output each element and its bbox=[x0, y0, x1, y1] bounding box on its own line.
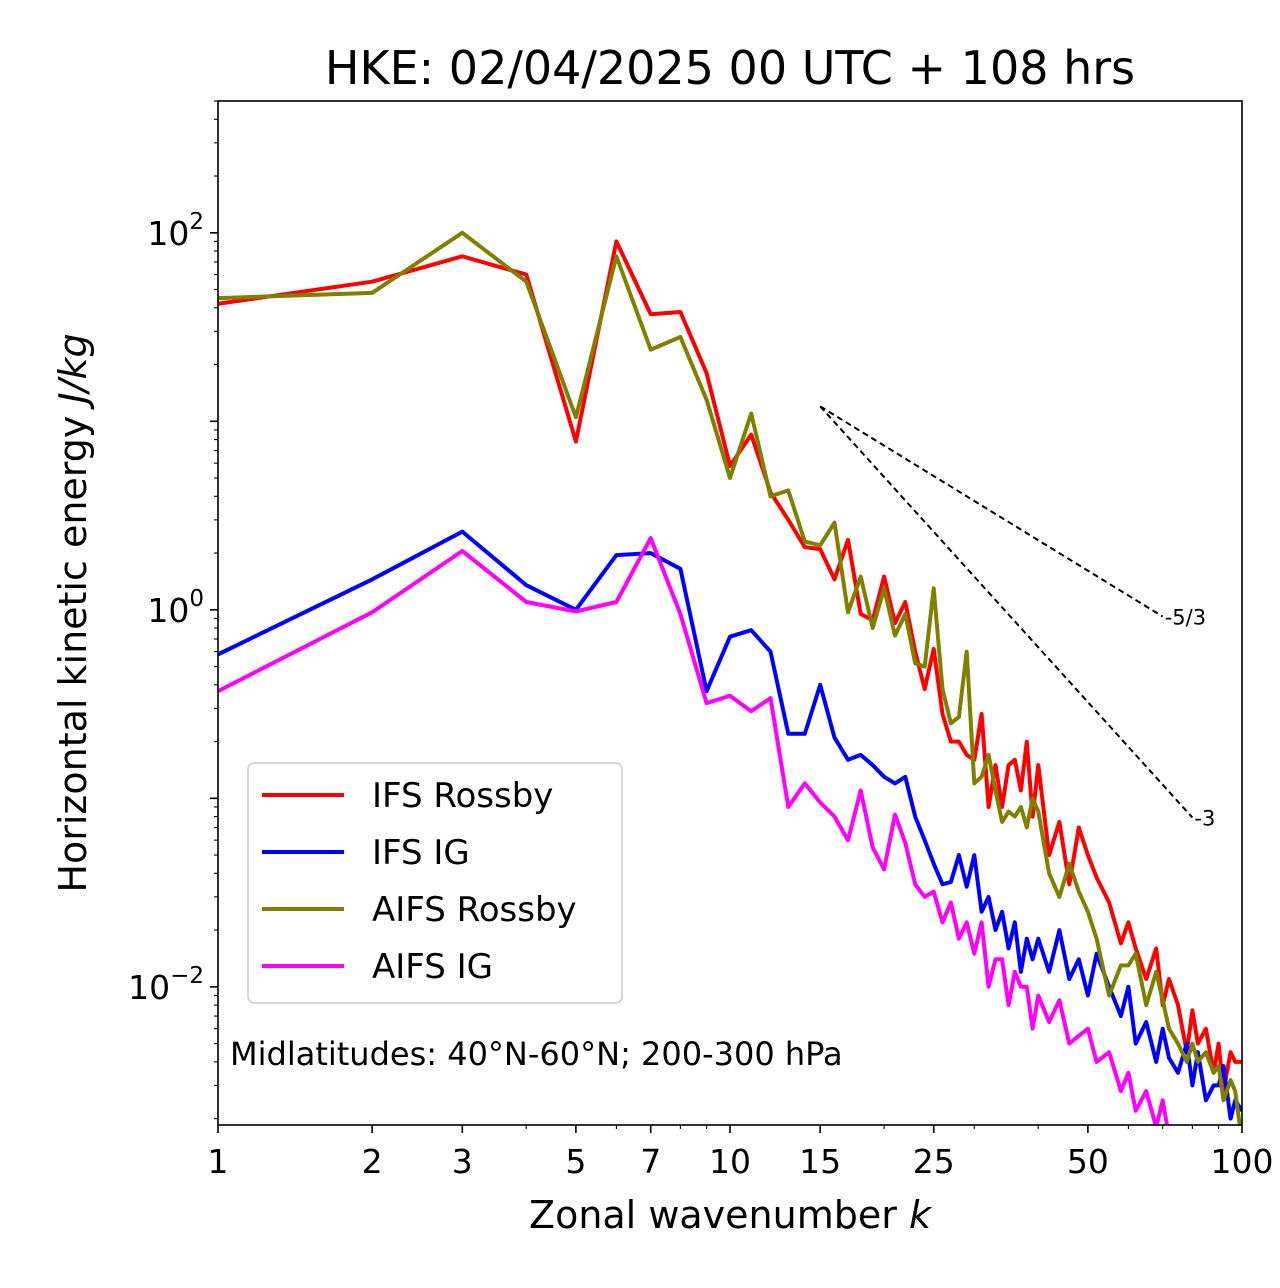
x-tick-label: 100 bbox=[1211, 1142, 1274, 1181]
x-tick-label: 1 bbox=[208, 1142, 229, 1181]
region-annotation: Midlatitudes: 40°N-60°N; 200-300 hPa bbox=[230, 1035, 843, 1073]
y-axis-label: Horizontal kinetic energy J/kg bbox=[51, 333, 95, 892]
legend-label-aifs-ig: AIFS IG bbox=[372, 947, 493, 987]
y-axis-ticks: 10−2 100 102 bbox=[128, 100, 218, 1120]
x-tick-label: 50 bbox=[1067, 1142, 1109, 1181]
series-line-aifs-rossby bbox=[218, 230, 1242, 1125]
y-tick-label: 102 bbox=[147, 209, 204, 253]
y-tick-label: 10−2 bbox=[128, 963, 204, 1007]
legend-label-ifs-rossby: IFS Rossby bbox=[372, 776, 553, 816]
reference-lines: -5/3 -3 bbox=[819, 405, 1215, 831]
reference-line-label-1: -5/3 bbox=[1165, 606, 1206, 630]
x-tick-label: 3 bbox=[452, 1142, 473, 1181]
y-tick-label: 100 bbox=[147, 586, 204, 630]
x-tick-label: 15 bbox=[799, 1142, 841, 1181]
series-layer bbox=[218, 230, 1242, 1125]
legend: IFS Rossby IFS IG AIFS Rossby AIFS IG bbox=[247, 762, 623, 1004]
x-tick-label: 7 bbox=[640, 1142, 661, 1181]
legend-items: IFS Rossby IFS IG AIFS Rossby AIFS IG bbox=[262, 776, 577, 987]
x-tick-label: 2 bbox=[362, 1142, 383, 1181]
series-line-aifs-ig bbox=[218, 536, 1169, 1125]
legend-label-ifs-ig: IFS IG bbox=[372, 833, 470, 873]
reference-line-1 bbox=[819, 405, 1164, 618]
reference-line-2 bbox=[819, 405, 1194, 819]
legend-box bbox=[247, 762, 623, 1004]
legend-label-aifs-rossby: AIFS Rossby bbox=[372, 890, 577, 930]
chart-title: HKE: 02/04/2025 00 UTC + 108 hrs bbox=[325, 41, 1135, 95]
x-tick-label: 5 bbox=[565, 1142, 586, 1181]
x-axis-ticks: 1 2 3 5 7 10 15 25 50 100 bbox=[208, 1125, 1274, 1181]
x-axis-label: Zonal wavenumber k bbox=[529, 1193, 933, 1237]
x-tick-label: 25 bbox=[913, 1142, 955, 1181]
x-tick-label: 10 bbox=[709, 1142, 751, 1181]
reference-line-label-2: -3 bbox=[1194, 807, 1215, 831]
series-line-ifs-ig bbox=[218, 529, 1242, 1121]
